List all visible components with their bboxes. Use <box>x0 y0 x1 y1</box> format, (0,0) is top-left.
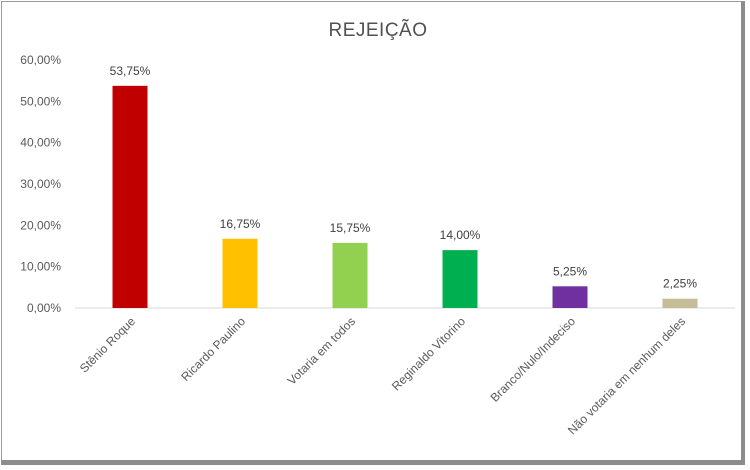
data-label: 5,25% <box>553 264 587 278</box>
x-tick-label: Ricardo Paulino <box>178 314 248 384</box>
data-label: 2,25% <box>663 277 697 291</box>
chart-title: REJEIÇÃO <box>328 19 427 41</box>
bar <box>222 238 258 308</box>
y-tick-label: 0,00% <box>27 301 61 315</box>
bar <box>552 286 588 308</box>
x-axis: Stênio Roque Ricardo Paulino Votaria em to… <box>77 314 688 437</box>
y-tick-label: 40,00% <box>20 136 61 150</box>
y-tick-label: 20,00% <box>20 218 61 232</box>
bar <box>662 298 698 308</box>
x-tick-label: Votaria em todos <box>285 314 359 388</box>
bar <box>332 242 368 308</box>
data-label: 15,75% <box>330 221 371 235</box>
y-tick-label: 30,00% <box>20 177 61 191</box>
bar <box>442 250 478 308</box>
bars: 53,75% 16,75% 15,75% 14,00% 5,25% 2,25% <box>110 64 698 308</box>
x-tick-label: Reginaldo Vitorino <box>389 314 468 393</box>
x-tick-label: Stênio Roque <box>77 314 139 376</box>
x-tick-label: Branco/Nulo/Indeciso <box>488 314 579 405</box>
data-label: 53,75% <box>110 64 151 78</box>
y-tick-label: 50,00% <box>20 94 61 108</box>
x-tick-label: Não votaria em nenhum deles <box>565 314 688 437</box>
y-axis: 0,00% 10,00% 20,00% 30,00% 40,00% 50,00% 60,00… <box>20 53 61 315</box>
data-label: 14,00% <box>440 228 481 242</box>
y-tick-label: 60,00% <box>20 53 61 67</box>
bar <box>112 85 148 308</box>
data-label: 16,75% <box>220 217 261 231</box>
y-tick-label: 10,00% <box>20 260 61 274</box>
